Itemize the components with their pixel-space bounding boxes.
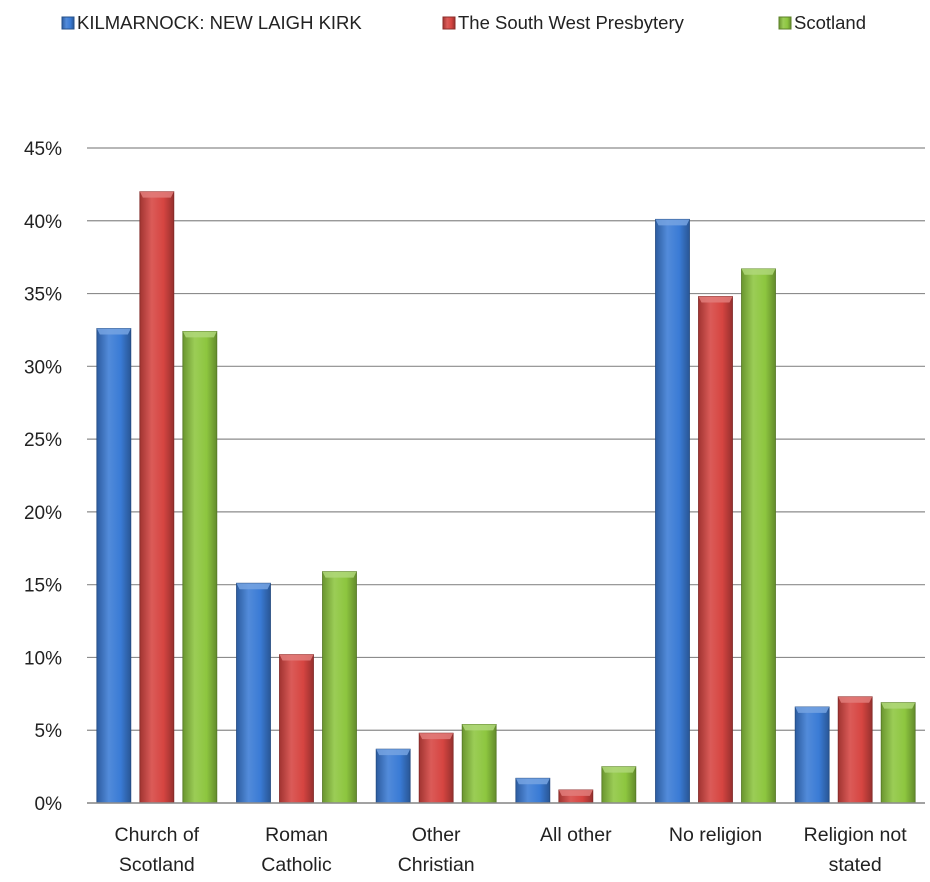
bar bbox=[182, 330, 218, 804]
bar-cap bbox=[881, 702, 916, 709]
bar-cap bbox=[236, 583, 271, 590]
bar bbox=[837, 696, 873, 804]
legend-label: The South West Presbytery bbox=[458, 12, 685, 33]
bar bbox=[655, 218, 690, 804]
bar-cap bbox=[515, 778, 550, 785]
bar-cap bbox=[698, 296, 733, 303]
bar-cap bbox=[462, 724, 497, 731]
bar bbox=[741, 268, 776, 804]
x-tick-label: Catholic bbox=[261, 854, 332, 876]
x-tick-label: Scotland bbox=[119, 854, 195, 876]
bar-cap bbox=[558, 789, 593, 796]
bar-cap bbox=[279, 654, 314, 661]
bar bbox=[461, 724, 497, 804]
y-tick-label: 20% bbox=[24, 503, 62, 524]
y-tick-label: 25% bbox=[24, 430, 62, 451]
bar bbox=[375, 748, 411, 804]
legend: KILMARNOCK: NEW LAIGH KIRK The South West… bbox=[61, 12, 866, 33]
bar-cap bbox=[139, 191, 174, 198]
legend-swatch bbox=[778, 16, 792, 30]
y-tick-label: 30% bbox=[24, 357, 62, 378]
bar bbox=[794, 706, 830, 804]
bar-cap bbox=[741, 268, 776, 275]
x-tick-label: Roman bbox=[265, 824, 328, 846]
y-tick-label: 15% bbox=[24, 576, 62, 597]
x-tick-label: All other bbox=[540, 824, 612, 846]
x-tick-label: Church of bbox=[115, 824, 200, 846]
bar bbox=[236, 582, 271, 804]
bar-cap bbox=[182, 331, 217, 338]
bar bbox=[96, 328, 132, 804]
y-tick-label: 10% bbox=[24, 648, 62, 669]
bar bbox=[279, 654, 314, 804]
legend-swatch bbox=[442, 16, 456, 30]
x-tick-label: Religion not bbox=[804, 824, 908, 846]
x-tick-label: Christian bbox=[398, 854, 475, 876]
legend-label: Scotland bbox=[794, 12, 866, 33]
y-tick-label: 5% bbox=[35, 721, 63, 742]
x-tick-label: Other bbox=[412, 824, 461, 846]
y-tick-label: 0% bbox=[35, 794, 63, 815]
bar-cap bbox=[838, 696, 873, 703]
bar-cap bbox=[419, 733, 454, 740]
bar-cap bbox=[96, 328, 131, 335]
y-tick-label: 40% bbox=[24, 212, 62, 233]
gridlines bbox=[87, 147, 925, 804]
legend-label: KILMARNOCK: NEW LAIGH KIRK bbox=[77, 12, 362, 33]
bars bbox=[96, 191, 916, 804]
bar bbox=[698, 296, 733, 804]
bar-cap bbox=[795, 706, 830, 713]
bar bbox=[418, 732, 454, 804]
x-tick-label: stated bbox=[829, 854, 882, 876]
bar bbox=[880, 702, 916, 804]
bar-cap bbox=[322, 571, 357, 578]
x-tick-label: No religion bbox=[669, 824, 762, 846]
bar bbox=[322, 571, 357, 804]
bar-cap bbox=[601, 766, 636, 773]
y-tick-label: 35% bbox=[24, 285, 62, 306]
y-tick-label: 45% bbox=[24, 139, 62, 160]
x-axis: Church of Scotland Roman Catholic Other Chris… bbox=[87, 802, 925, 876]
bar bbox=[139, 191, 175, 804]
y-axis: 0% 5% 10% 15% 20% 25% 30% 35% 40% 45% bbox=[24, 139, 62, 815]
legend-swatch bbox=[61, 16, 75, 30]
bar-cap bbox=[655, 219, 690, 226]
bar-cap bbox=[376, 749, 411, 756]
